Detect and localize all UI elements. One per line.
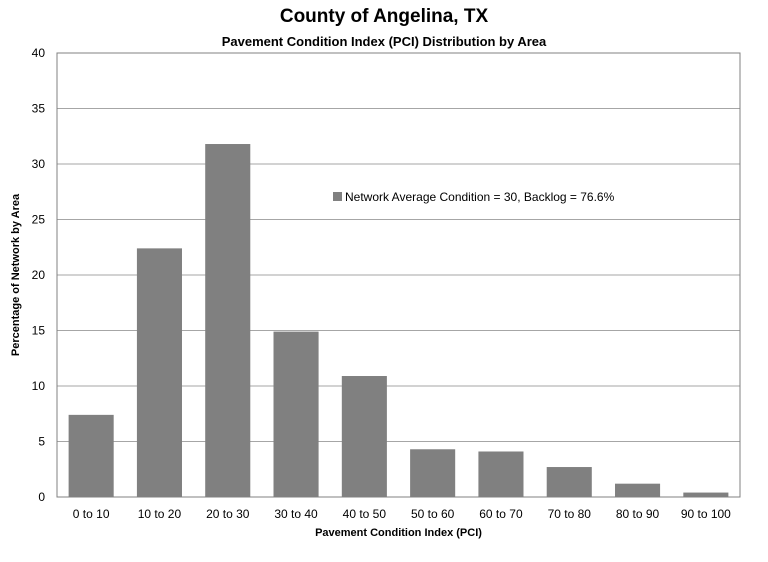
y-tick-label: 30 [32,157,46,171]
y-axis-tick-labels: 0 5 10 15 20 25 30 35 40 [32,46,46,504]
bar [683,492,729,497]
x-tick-label: 0 to 10 [73,507,110,521]
y-tick-label: 20 [32,268,46,282]
bar [615,483,661,497]
plot-area-frame [56,52,741,498]
x-tick-label: 70 to 80 [548,507,592,521]
bar [341,376,387,497]
bar [546,467,592,497]
y-tick-label: 0 [38,490,45,504]
bar [478,451,524,497]
y-axis-title: Percentage of Network by Area [10,193,22,356]
legend-swatch [333,192,342,201]
bar [410,449,456,497]
x-tick-label: 30 to 40 [274,507,318,521]
bar [273,331,319,497]
x-tick-label: 80 to 90 [616,507,660,521]
legend: Network Average Condition = 30, Backlog … [333,190,615,204]
bar [68,414,114,497]
bars [68,144,729,497]
y-tick-label: 5 [38,435,45,449]
bar [136,248,182,497]
y-tick-label: 15 [32,324,46,338]
chart-title: County of Angelina, TX [279,6,489,27]
y-tick-label: 40 [32,46,46,60]
x-axis-tick-labels: 0 to 10 10 to 20 20 to 30 30 to 40 40 to 50 5… [73,507,731,521]
y-tick-label: 35 [32,102,46,116]
y-tick-label: 25 [32,213,46,227]
chart-subtitle: Pavement Condition Index (PCI) Distribut… [221,34,547,49]
legend-label: Network Average Condition = 30, Backlog … [345,190,615,204]
x-axis-title: Pavement Condition Index (PCI) [315,527,482,539]
x-tick-label: 40 to 50 [343,507,387,521]
y-tick-label: 10 [32,379,46,393]
x-tick-label: 20 to 30 [206,507,250,521]
x-tick-label: 10 to 20 [138,507,182,521]
x-tick-label: 60 to 70 [479,507,523,521]
x-tick-label: 90 to 100 [681,507,731,521]
bar [205,144,251,497]
x-tick-label: 50 to 60 [411,507,455,521]
